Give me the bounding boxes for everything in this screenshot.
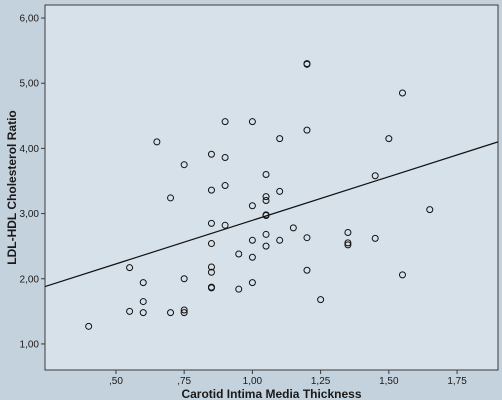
data-point — [303, 60, 311, 68]
x-tick-label: ,75 — [177, 376, 191, 387]
data-point — [221, 221, 229, 229]
data-point — [262, 197, 270, 205]
data-point — [398, 271, 406, 279]
data-point — [221, 154, 229, 162]
data-point — [303, 266, 311, 274]
data-point — [262, 242, 270, 250]
data-point — [167, 309, 175, 317]
data-point — [276, 187, 284, 195]
x-tick-label: 1,75 — [447, 376, 467, 387]
y-axis-title: LDL-HDL Cholesterol Ratio — [5, 110, 19, 264]
plot-area — [44, 4, 499, 371]
data-point — [207, 240, 215, 248]
data-point — [207, 263, 215, 271]
data-point — [126, 307, 134, 315]
data-point — [85, 322, 93, 330]
y-tick-label: 5,00 — [20, 79, 40, 90]
data-point — [398, 89, 406, 97]
data-point — [180, 309, 188, 317]
x-tick-label: 1,50 — [379, 376, 399, 387]
data-point — [248, 253, 256, 261]
data-point — [248, 236, 256, 244]
data-points — [85, 60, 434, 330]
data-point — [248, 279, 256, 287]
data-point — [303, 234, 311, 242]
data-point — [180, 306, 188, 314]
data-point — [139, 309, 147, 317]
y-axis: 1,00 2,00 3,00 4,00 5,00 6,00 — [20, 14, 45, 350]
data-point — [126, 264, 134, 272]
data-point — [207, 284, 215, 292]
data-point — [344, 228, 352, 236]
regression-fit-line — [44, 141, 499, 288]
data-point — [221, 118, 229, 126]
data-point — [276, 135, 284, 143]
data-point — [153, 138, 161, 146]
data-point — [139, 298, 147, 306]
data-point — [207, 268, 215, 276]
data-point — [385, 135, 393, 143]
y-tick-label: 1,00 — [20, 339, 40, 350]
data-point — [426, 206, 434, 214]
data-point — [344, 241, 352, 249]
data-point — [276, 236, 284, 244]
data-point — [207, 186, 215, 194]
y-tick-label: 2,00 — [20, 274, 40, 285]
data-point — [317, 296, 325, 304]
data-point — [167, 194, 175, 202]
x-tick-label: 1,25 — [311, 376, 331, 387]
data-point — [207, 150, 215, 158]
data-point — [262, 193, 270, 201]
data-point — [221, 182, 229, 190]
data-point — [303, 126, 311, 134]
x-axis: ,50 ,75 1,00 1,25 1,50 1,75 — [109, 370, 467, 387]
y-tick-label: 3,00 — [20, 209, 40, 220]
x-axis-title: Carotid Intima Media Thickness — [181, 387, 361, 400]
data-point — [371, 234, 379, 242]
y-tick-label: 6,00 — [20, 14, 40, 25]
x-tick-label: ,50 — [109, 376, 123, 387]
data-point — [180, 161, 188, 169]
data-point — [180, 275, 188, 283]
data-point — [289, 224, 297, 232]
data-point — [262, 170, 270, 178]
data-point — [207, 219, 215, 227]
data-point — [139, 279, 147, 287]
data-point — [248, 118, 256, 126]
data-point — [262, 230, 270, 238]
data-point — [235, 250, 243, 258]
data-point — [344, 239, 352, 247]
data-point — [371, 172, 379, 180]
y-tick-label: 4,00 — [20, 144, 40, 155]
x-tick-label: 1,00 — [243, 376, 263, 387]
data-point — [235, 285, 243, 293]
data-point — [248, 202, 256, 210]
